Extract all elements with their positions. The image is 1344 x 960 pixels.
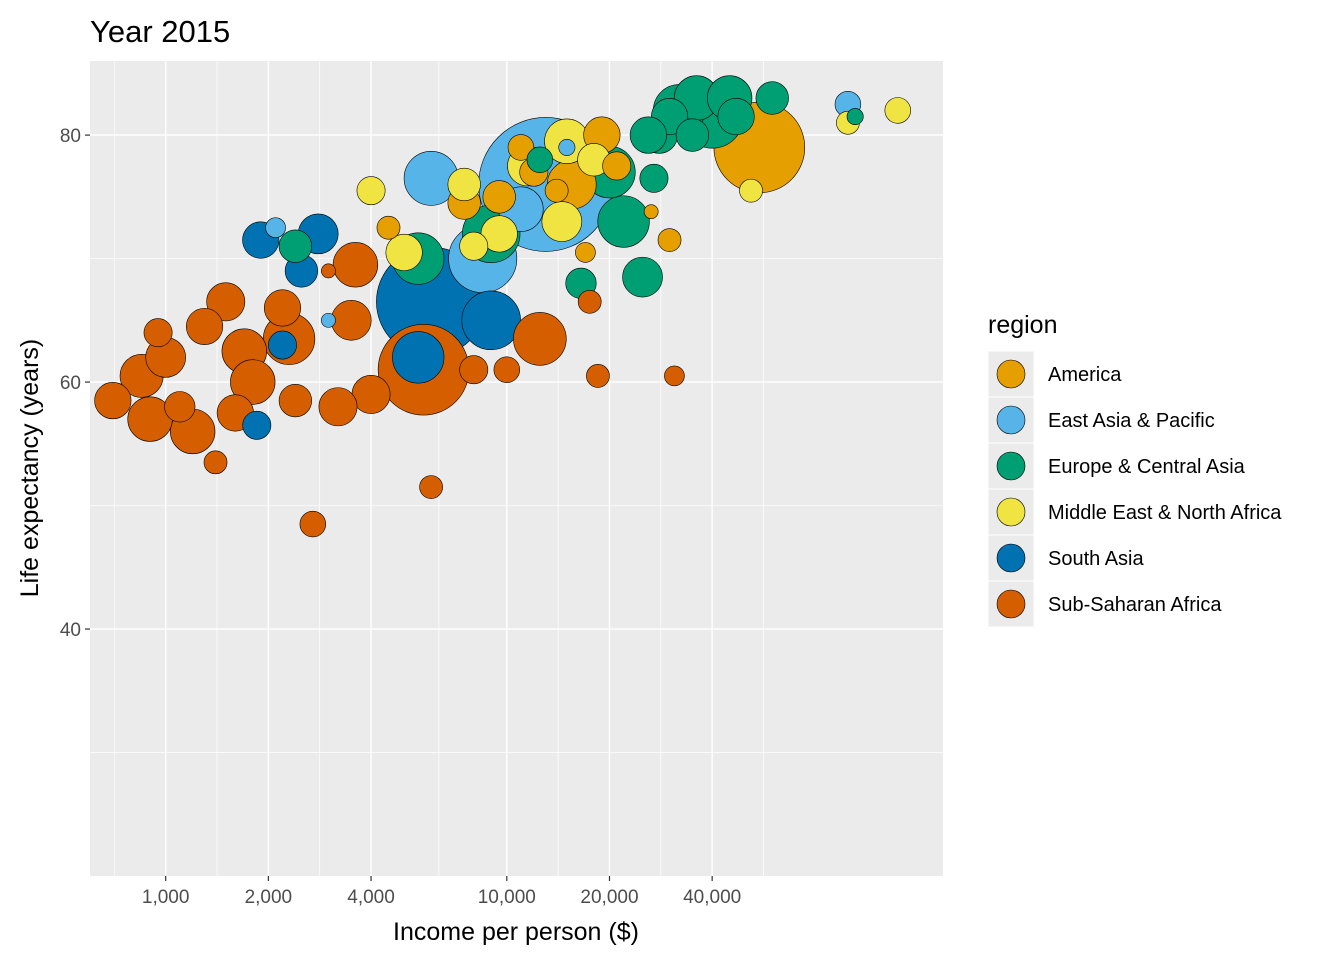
data-point (376, 215, 401, 240)
data-point (242, 410, 272, 440)
data-point (482, 180, 516, 214)
data-point (541, 201, 583, 242)
data-point (94, 382, 132, 420)
data-point (330, 300, 372, 341)
data-point (507, 134, 535, 161)
legend-label: Middle East & North Africa (1048, 502, 1282, 524)
data-point (493, 356, 520, 383)
legend-title: region (988, 311, 1058, 339)
x-tick-label: 10,000 (478, 887, 536, 908)
data-point (739, 178, 763, 203)
legend-label: Sub-Saharan Africa (1048, 594, 1222, 616)
data-points (94, 75, 911, 538)
data-point (586, 364, 610, 388)
data-point (268, 330, 297, 360)
y-tick-label: 40 (60, 620, 81, 641)
legend-swatch (996, 359, 1026, 389)
y-axis-title: Life expectancy (years) (16, 339, 44, 597)
data-point (203, 450, 228, 475)
data-point (356, 176, 386, 206)
legend-label: South Asia (1048, 548, 1145, 570)
data-point (558, 138, 576, 156)
data-point (622, 256, 663, 298)
data-point (629, 116, 667, 154)
legend-swatch (996, 543, 1026, 573)
y-tick-label: 60 (60, 373, 81, 394)
data-point (278, 383, 312, 418)
x-tick-label: 40,000 (683, 887, 741, 908)
data-point (230, 359, 276, 405)
data-point (385, 233, 423, 271)
data-point (206, 282, 246, 322)
data-point (513, 312, 567, 366)
data-point (143, 318, 173, 348)
data-point (577, 289, 602, 314)
data-point (265, 217, 286, 238)
data-point (461, 290, 521, 351)
data-point (164, 391, 196, 423)
data-point (278, 229, 312, 263)
legend-swatch (996, 405, 1026, 435)
x-tick-label: 1,000 (142, 887, 190, 908)
data-point (755, 81, 789, 115)
data-point (675, 118, 709, 152)
data-point (664, 365, 685, 387)
legend-swatch (996, 589, 1026, 619)
x-tick-label: 4,000 (347, 887, 395, 908)
data-point (639, 163, 669, 193)
legend-label: East Asia & Pacific (1048, 410, 1215, 432)
chart-title: Year 2015 (90, 14, 230, 49)
data-point (846, 108, 864, 126)
legend-swatch (996, 497, 1026, 527)
data-point (544, 178, 569, 203)
data-point (643, 204, 659, 219)
data-point (459, 355, 489, 385)
data-point (392, 331, 445, 384)
data-point (332, 242, 379, 288)
data-point (597, 195, 650, 248)
data-point (299, 510, 327, 538)
data-point (263, 289, 302, 327)
data-point (459, 231, 489, 261)
data-point (657, 228, 682, 252)
data-point (717, 98, 755, 136)
legend-label: Europe & Central Asia (1048, 456, 1246, 478)
legend-label: America (1048, 364, 1122, 386)
y-tick-label: 80 (60, 126, 81, 147)
data-point (575, 242, 596, 263)
axes: 40 60 80 1,000 2,000 4,000 10,000 20,000 40,000 (60, 126, 741, 908)
data-point (351, 374, 391, 414)
data-point (884, 97, 911, 124)
x-axis-title: Income per person ($) (393, 918, 639, 946)
data-point (526, 146, 554, 173)
data-point (602, 151, 632, 181)
data-point (447, 167, 481, 202)
data-point (186, 307, 224, 346)
data-point (318, 387, 358, 427)
x-tick-label: 2,000 (245, 887, 293, 908)
x-tick-label: 20,000 (580, 887, 638, 908)
data-point (419, 475, 443, 499)
legend: region America East Asia & Pacific Europe … (987, 311, 1282, 628)
legend-swatch (996, 451, 1026, 481)
data-point (321, 263, 336, 279)
data-point (321, 312, 336, 328)
